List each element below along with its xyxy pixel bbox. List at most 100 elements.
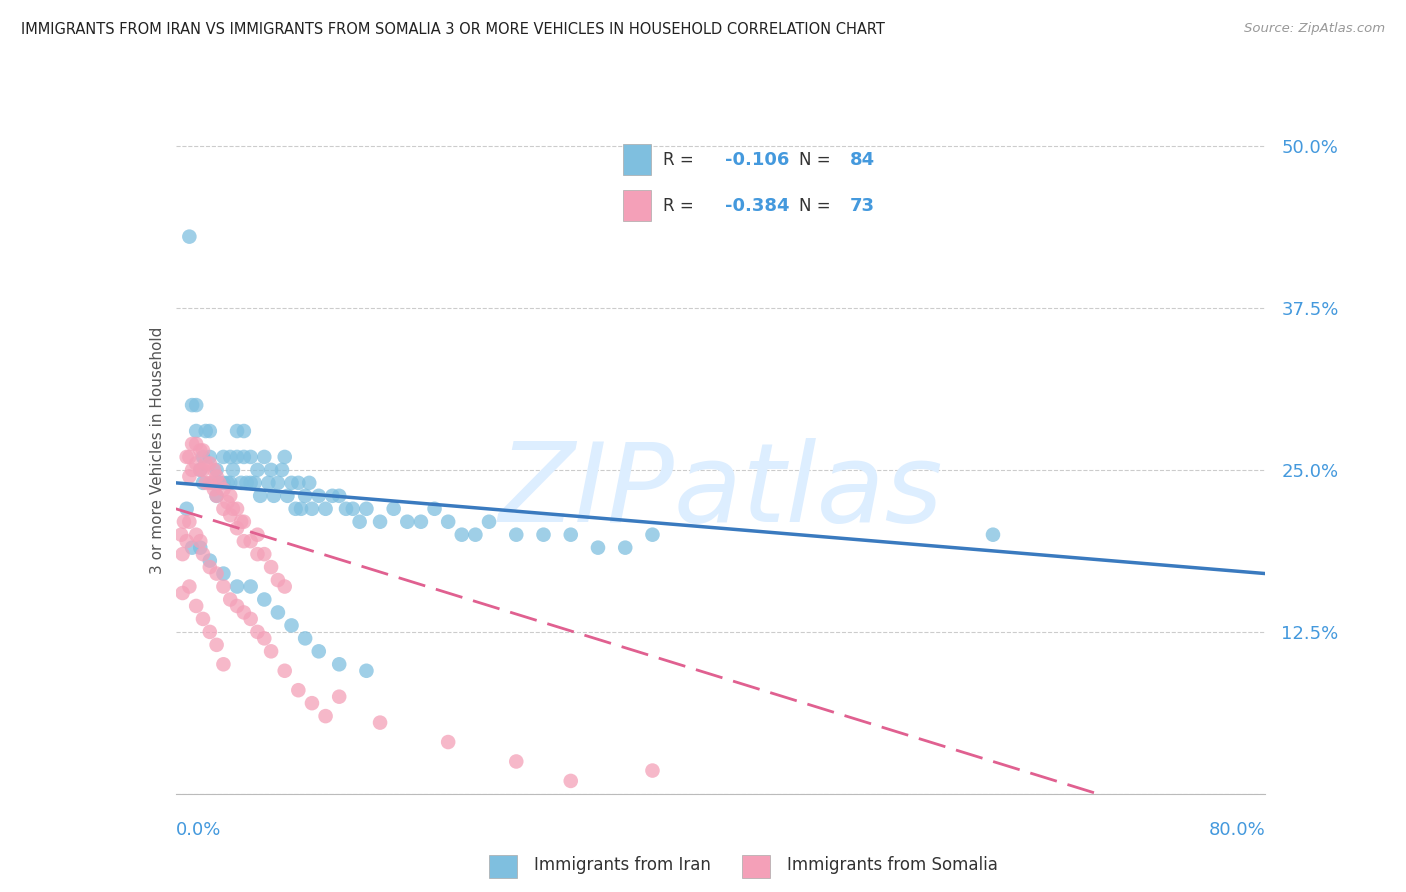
Point bbox=[253, 450, 276, 464]
Point bbox=[176, 501, 198, 516]
Point bbox=[274, 664, 297, 678]
Point bbox=[246, 527, 269, 541]
Point bbox=[205, 638, 228, 652]
Point bbox=[260, 560, 283, 574]
Point bbox=[226, 599, 249, 613]
Point bbox=[219, 475, 242, 490]
Point bbox=[267, 606, 290, 620]
Point bbox=[226, 424, 249, 438]
Point bbox=[981, 527, 1004, 541]
Point bbox=[267, 573, 290, 587]
Point bbox=[188, 541, 211, 555]
Point bbox=[239, 612, 262, 626]
Text: N =: N = bbox=[799, 151, 835, 169]
Point bbox=[641, 764, 664, 778]
Point bbox=[586, 541, 609, 555]
Point bbox=[614, 541, 637, 555]
Point bbox=[219, 489, 242, 503]
Point bbox=[188, 443, 211, 458]
Point bbox=[181, 463, 204, 477]
FancyBboxPatch shape bbox=[489, 855, 517, 878]
Point bbox=[396, 515, 419, 529]
Point bbox=[198, 624, 221, 639]
Point bbox=[243, 475, 266, 490]
Point bbox=[179, 229, 201, 244]
Text: 73: 73 bbox=[849, 196, 875, 215]
Point bbox=[205, 469, 228, 483]
Point bbox=[181, 398, 204, 412]
FancyBboxPatch shape bbox=[623, 145, 651, 175]
Point bbox=[186, 457, 208, 471]
Point bbox=[246, 624, 269, 639]
Text: Immigrants from Somalia: Immigrants from Somalia bbox=[787, 856, 998, 874]
Text: R =: R = bbox=[662, 151, 699, 169]
Point bbox=[194, 424, 217, 438]
Point bbox=[239, 450, 262, 464]
Point bbox=[437, 515, 460, 529]
Point bbox=[179, 450, 201, 464]
Point bbox=[188, 463, 211, 477]
Point bbox=[505, 527, 527, 541]
Point bbox=[181, 541, 204, 555]
Point bbox=[423, 501, 446, 516]
Text: 0.0%: 0.0% bbox=[176, 822, 221, 839]
Point bbox=[191, 475, 214, 490]
Point bbox=[212, 566, 235, 581]
Point bbox=[191, 612, 214, 626]
Point bbox=[217, 475, 239, 490]
Point bbox=[205, 463, 228, 477]
Point bbox=[172, 586, 194, 600]
Point bbox=[186, 599, 208, 613]
Point bbox=[212, 501, 235, 516]
Point bbox=[533, 527, 555, 541]
Point bbox=[315, 501, 337, 516]
Point bbox=[176, 450, 198, 464]
Point bbox=[257, 475, 280, 490]
Y-axis label: 3 or more Vehicles in Household: 3 or more Vehicles in Household bbox=[149, 326, 165, 574]
Point bbox=[231, 515, 253, 529]
Point bbox=[274, 580, 297, 594]
Point bbox=[263, 489, 285, 503]
Point bbox=[226, 450, 249, 464]
Point bbox=[219, 592, 242, 607]
Point bbox=[294, 632, 316, 646]
Point bbox=[208, 475, 231, 490]
Point bbox=[287, 475, 309, 490]
Point bbox=[186, 527, 208, 541]
Text: IMMIGRANTS FROM IRAN VS IMMIGRANTS FROM SOMALIA 3 OR MORE VEHICLES IN HOUSEHOLD : IMMIGRANTS FROM IRAN VS IMMIGRANTS FROM … bbox=[21, 22, 884, 37]
Point bbox=[298, 475, 321, 490]
Point bbox=[170, 527, 193, 541]
Point bbox=[249, 489, 271, 503]
Point bbox=[226, 580, 249, 594]
Point bbox=[205, 566, 228, 581]
Point bbox=[212, 657, 235, 672]
Point bbox=[198, 560, 221, 574]
Point bbox=[198, 457, 221, 471]
Point bbox=[505, 755, 527, 769]
Point bbox=[181, 437, 204, 451]
Point bbox=[267, 475, 290, 490]
Point bbox=[198, 424, 221, 438]
Text: N =: N = bbox=[799, 196, 835, 215]
Point bbox=[409, 515, 432, 529]
Point bbox=[179, 515, 201, 529]
Point bbox=[212, 475, 235, 490]
Point bbox=[201, 475, 224, 490]
Point bbox=[382, 501, 405, 516]
Point bbox=[202, 483, 225, 497]
Point bbox=[202, 463, 225, 477]
Text: R =: R = bbox=[662, 196, 699, 215]
Point bbox=[260, 463, 283, 477]
Point bbox=[226, 521, 249, 535]
Point bbox=[205, 489, 228, 503]
Point bbox=[226, 501, 249, 516]
Point bbox=[274, 450, 297, 464]
Point bbox=[191, 463, 214, 477]
Point bbox=[335, 501, 357, 516]
Point bbox=[212, 450, 235, 464]
Point bbox=[239, 534, 262, 549]
Point bbox=[219, 450, 242, 464]
Text: Immigrants from Iran: Immigrants from Iran bbox=[534, 856, 711, 874]
Point bbox=[437, 735, 460, 749]
Point bbox=[235, 475, 257, 490]
